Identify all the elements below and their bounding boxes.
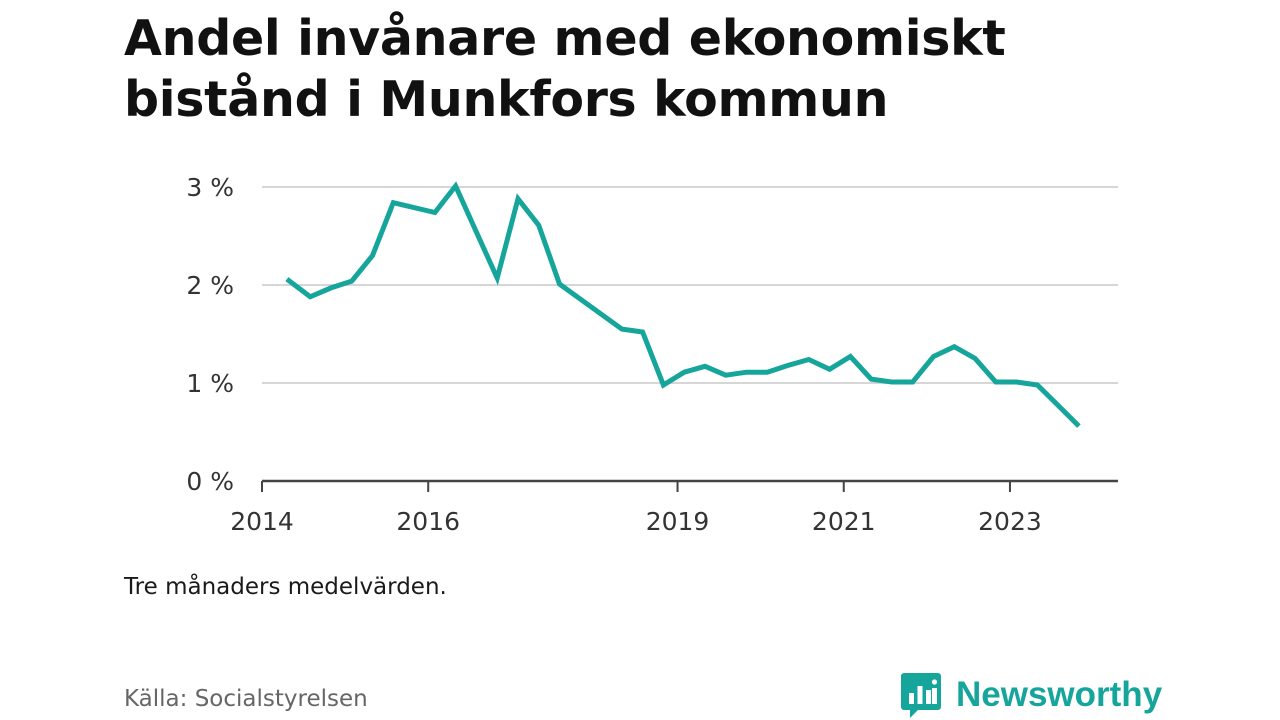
y-tick-label: 3 % <box>186 173 234 202</box>
chart-note: Tre månaders medelvärden. <box>124 574 447 600</box>
source-credit: Källa: Socialstyrelsen <box>124 686 368 712</box>
newsworthy-logo-icon <box>901 673 941 718</box>
brand-logo: Newsworthy <box>900 670 1162 720</box>
x-tick-label: 2014 <box>230 507 294 536</box>
x-tick-label: 2016 <box>396 507 460 536</box>
y-tick-label: 1 % <box>186 369 234 398</box>
series-lines <box>285 181 1081 428</box>
x-axis: 2014 2016 2019 2021 2023 <box>230 479 1118 536</box>
y-tick-label: 2 % <box>186 271 234 300</box>
brand-name: Newsworthy <box>956 675 1163 714</box>
x-tick-label: 2023 <box>978 507 1042 536</box>
chart-title: Andel invånare med ekonomiskt bistånd i … <box>124 10 1006 128</box>
x-tick-label: 2021 <box>812 507 876 536</box>
y-tick-label: 0 % <box>186 467 234 496</box>
gridlines <box>262 186 1118 384</box>
x-tick-label: 2019 <box>646 507 710 536</box>
y-axis-ticks: 0 % 1 % 2 % 3 % <box>186 173 234 496</box>
series-line <box>285 181 1081 428</box>
